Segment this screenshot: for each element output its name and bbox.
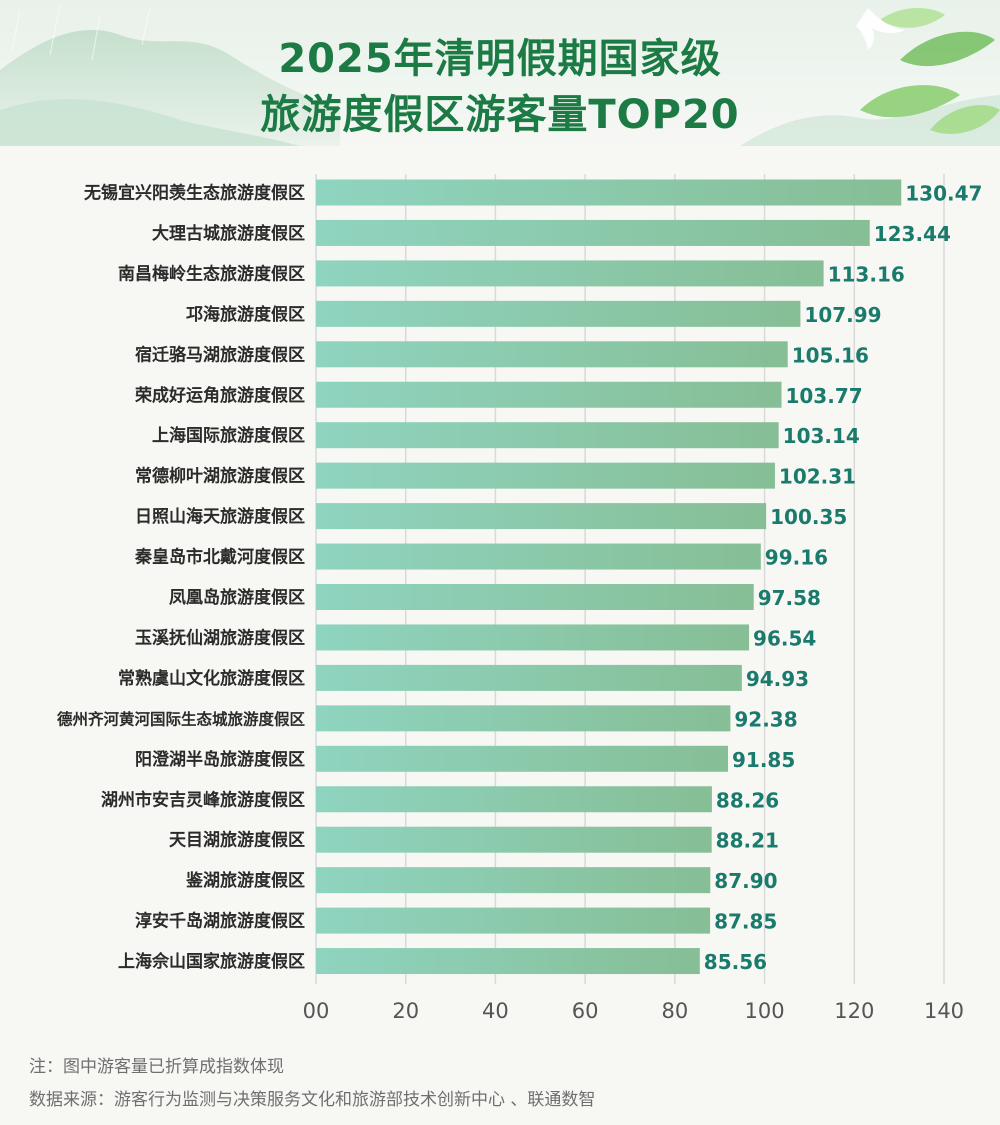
bar (316, 786, 712, 813)
value-label: 91.85 (732, 748, 795, 772)
bar (316, 341, 788, 368)
value-label: 96.54 (753, 626, 816, 650)
value-label: 97.58 (758, 586, 821, 610)
x-tick-label: 100 (745, 999, 785, 1023)
bar (316, 826, 712, 853)
leaf-icon (860, 8, 1000, 134)
value-label: 100.35 (770, 505, 847, 529)
category-label: 上海佘山国家旅游度假区 (118, 951, 305, 972)
bar (316, 219, 870, 246)
chart-title-line-1: 2025年清明假期国家级 (278, 36, 722, 82)
bar (316, 907, 711, 934)
value-label: 113.16 (828, 262, 905, 286)
value-label: 88.21 (716, 829, 779, 853)
bar (316, 503, 767, 530)
x-tick-label: 140 (924, 999, 964, 1023)
bar (316, 462, 775, 489)
category-labels: 无锡宜兴阳羡生态旅游度假区大理古城旅游度假区南昌梅岭生态旅游度假区邛海旅游度假区… (57, 183, 306, 973)
x-tick-label: 20 (392, 999, 419, 1023)
category-label: 湖州市安吉灵峰旅游度假区 (101, 789, 305, 810)
x-tick-label: 40 (482, 999, 509, 1023)
category-label: 秦皇岛市北戴河度假区 (135, 547, 305, 568)
value-label: 107.99 (804, 303, 881, 327)
value-label: 94.93 (746, 667, 809, 691)
footnote: 注：图中游客量已折算成指数体现 (29, 1057, 284, 1077)
category-label: 南昌梅岭生态旅游度假区 (118, 263, 305, 284)
category-label: 日照山海天旅游度假区 (135, 506, 305, 527)
gridlines (315, 174, 945, 984)
bar (316, 260, 824, 287)
value-label: 88.26 (716, 788, 779, 812)
category-label: 邛海旅游度假区 (186, 304, 305, 325)
bar (316, 624, 750, 651)
bar (316, 664, 742, 691)
bar (316, 584, 754, 610)
header-banner: 2025年清明假期国家级 旅游度假区游客量TOP20 (0, 0, 1000, 146)
category-label: 淳安千岛湖旅游度假区 (135, 911, 305, 932)
category-label: 鉴湖旅游度假区 (185, 870, 305, 891)
category-label: 德州齐河黄河国际生态城旅游度假区 (57, 709, 306, 728)
bar (316, 422, 779, 449)
category-label: 玉溪抚仙湖旅游度假区 (135, 627, 305, 648)
value-label: 87.90 (714, 869, 777, 893)
category-label: 常熟虞山文化旅游度假区 (118, 668, 305, 689)
x-tick-label: 00 (303, 999, 330, 1023)
value-label: 87.85 (714, 910, 777, 934)
category-label: 上海国际旅游度假区 (152, 425, 305, 446)
value-label: 105.16 (792, 343, 869, 367)
bar-chart: 无锡宜兴阳羡生态旅游度假区大理古城旅游度假区南昌梅岭生态旅游度假区邛海旅游度假区… (57, 174, 983, 1023)
value-label: 123.44 (874, 222, 951, 246)
value-label: 102.31 (779, 465, 856, 489)
bar (316, 300, 801, 327)
value-label: 92.38 (734, 707, 797, 731)
bar (316, 867, 711, 894)
category-label: 荣成好运角旅游度假区 (134, 385, 305, 406)
bars (316, 179, 902, 975)
landscape-decoration (0, 4, 1000, 146)
bar (316, 745, 729, 772)
bar (316, 179, 902, 206)
category-label: 阳澄湖半岛旅游度假区 (135, 749, 305, 770)
value-label: 99.16 (765, 546, 828, 570)
value-label: 103.14 (783, 424, 860, 448)
bar (316, 948, 700, 975)
category-label: 大理古城旅游度假区 (152, 223, 305, 244)
category-label: 常德柳叶湖旅游度假区 (135, 466, 305, 487)
value-labels: 130.47 123.44 113.16 107.99 105.16 103.77 103.… (704, 182, 983, 975)
bar (316, 381, 782, 408)
x-tick-label: 80 (661, 999, 688, 1023)
value-label: 130.47 (905, 182, 982, 206)
data-source: 数据来源：游客行为监测与决策服务文化和旅游部技术创新中心 、联通数智 (29, 1090, 596, 1110)
chart-title-line-2: 旅游度假区游客量TOP20 (260, 92, 740, 138)
category-label: 无锡宜兴阳羡生态旅游度假区 (83, 183, 305, 204)
x-tick-label: 60 (572, 999, 599, 1023)
x-tick-label: 120 (834, 999, 874, 1023)
value-label: 103.77 (785, 384, 862, 408)
category-label: 宿迁骆马湖旅游度假区 (135, 344, 305, 365)
swallow-icon (856, 8, 905, 50)
category-label: 凤凰岛旅游度假区 (169, 587, 305, 608)
value-label: 85.56 (704, 950, 767, 974)
category-label: 天目湖旅游度假区 (169, 830, 305, 851)
bar (316, 705, 731, 732)
bar (316, 543, 761, 570)
x-axis-ticks: 00 20 40 60 80 100 120 140 (303, 999, 964, 1023)
